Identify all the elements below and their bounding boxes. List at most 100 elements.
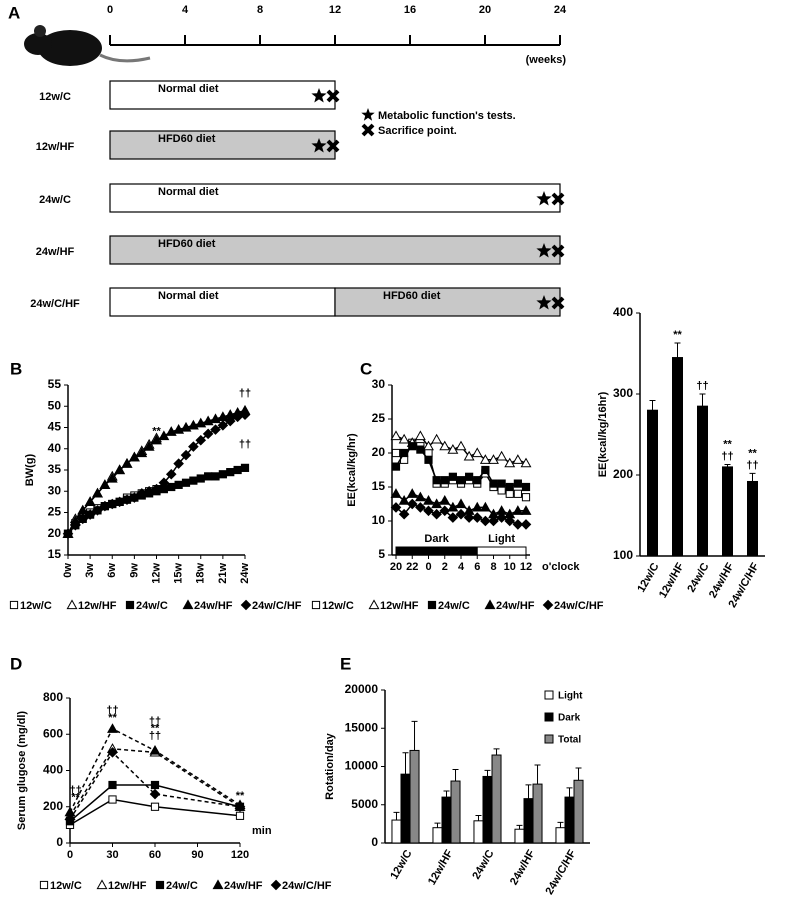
annotation: ††	[149, 730, 161, 742]
x-tick-label: 12w	[150, 563, 162, 584]
y-tick-label: 400	[43, 763, 63, 777]
data-point	[504, 515, 516, 527]
data-point	[480, 515, 491, 527]
bar	[409, 749, 420, 844]
error-bar	[434, 822, 441, 828]
timeline-unit: (weeks)	[526, 54, 567, 66]
data-point	[513, 479, 522, 488]
bar	[491, 754, 502, 844]
data-point	[149, 788, 161, 800]
data-point	[92, 487, 103, 498]
data-point	[521, 493, 531, 502]
row-label: 24w/HF	[36, 246, 75, 258]
legend-text: Sacrifice point.	[378, 125, 457, 137]
legend-label: 24w/C	[136, 600, 168, 612]
y-tick-label: 15	[372, 479, 386, 493]
y-tick-label: 20	[372, 445, 386, 459]
data-point	[447, 501, 459, 512]
y-tick-label: 50	[48, 398, 62, 412]
timeline-tick-label: 8	[257, 4, 263, 16]
data-point	[471, 447, 483, 458]
legend-marker	[240, 599, 252, 611]
diet-label: HFD60 diet	[158, 133, 216, 145]
legend-swatch	[544, 712, 554, 722]
legend-marker	[427, 600, 437, 610]
legend-label: 24w/C/HF	[252, 600, 302, 612]
legend-marker	[212, 879, 224, 890]
test-marker	[311, 88, 327, 103]
data-point	[488, 454, 499, 464]
data-point	[512, 454, 524, 464]
data-point	[224, 415, 236, 427]
bar	[432, 827, 443, 844]
data-point	[496, 450, 508, 461]
sacrifice-marker	[551, 244, 565, 258]
timeline-tick-label: 16	[404, 4, 416, 16]
timeline-tick-label: 20	[479, 4, 491, 16]
data-point	[121, 458, 133, 468]
legend-label: 24w/HF	[224, 880, 263, 892]
panel-label: E	[340, 654, 351, 673]
data-point	[173, 458, 184, 469]
data-point	[217, 420, 229, 431]
data-point	[84, 509, 96, 520]
x-tick-label: 24w/C	[470, 848, 496, 882]
error-bar	[575, 767, 582, 781]
bar	[450, 780, 461, 844]
data-point	[108, 780, 117, 790]
y-axis-label: Serum glugose (mg/dl)	[16, 711, 28, 831]
x-tick-label: 6	[474, 561, 480, 573]
x-tick-label: 9w	[128, 563, 140, 578]
data-point	[455, 498, 467, 509]
x-tick-label: 15w	[173, 563, 185, 584]
data-point	[196, 474, 205, 483]
y-tick-label: 5	[378, 547, 385, 561]
x-tick-label: 20	[390, 561, 402, 573]
data-point	[114, 464, 126, 475]
error-bar	[534, 764, 541, 785]
data-point	[479, 501, 491, 512]
data-point	[512, 519, 524, 530]
annotation: ††	[70, 784, 82, 796]
y-tick-label: 15000	[345, 720, 379, 734]
phase-band	[476, 546, 527, 556]
data-point	[423, 494, 434, 505]
legend-label: 12w/C	[20, 600, 52, 612]
y-tick-label: 25	[48, 505, 62, 519]
annotation: **	[152, 426, 161, 438]
x-tick-label: 120	[231, 849, 249, 861]
y-axis-label: EE(kcal/kg/16hr)	[597, 391, 609, 477]
error-bar	[699, 393, 706, 407]
test-marker	[536, 191, 552, 206]
y-tick-label: 10000	[345, 759, 379, 773]
data-point	[473, 476, 482, 485]
row-label: 24w/C/HF	[30, 298, 80, 310]
data-point	[390, 502, 402, 513]
data-point	[431, 433, 443, 444]
legend-marker	[9, 600, 19, 610]
data-point	[440, 476, 449, 485]
data-point	[447, 443, 459, 454]
data-point	[414, 430, 426, 441]
data-point	[439, 494, 451, 505]
sacrifice-marker	[551, 192, 565, 206]
annotation: **	[236, 790, 245, 802]
data-point	[226, 468, 235, 477]
error-bar	[443, 790, 450, 798]
bar	[564, 796, 575, 844]
error-bar	[649, 399, 656, 411]
y-tick-label: 800	[43, 690, 63, 704]
x-tick-label: 0	[67, 849, 73, 861]
legend-label: 24w/C	[438, 600, 470, 612]
y-tick-label: 55	[48, 377, 62, 391]
timeline-tick-label: 4	[182, 4, 189, 16]
data-point	[456, 476, 466, 485]
bar	[722, 466, 733, 557]
bar	[482, 775, 493, 844]
data-point	[234, 801, 246, 813]
y-tick-label: 20	[48, 526, 62, 540]
legend-label: 24w/C/HF	[554, 600, 604, 612]
y-tick-label: 300	[613, 386, 633, 400]
data-point	[202, 428, 214, 440]
diet-bar	[109, 287, 336, 317]
